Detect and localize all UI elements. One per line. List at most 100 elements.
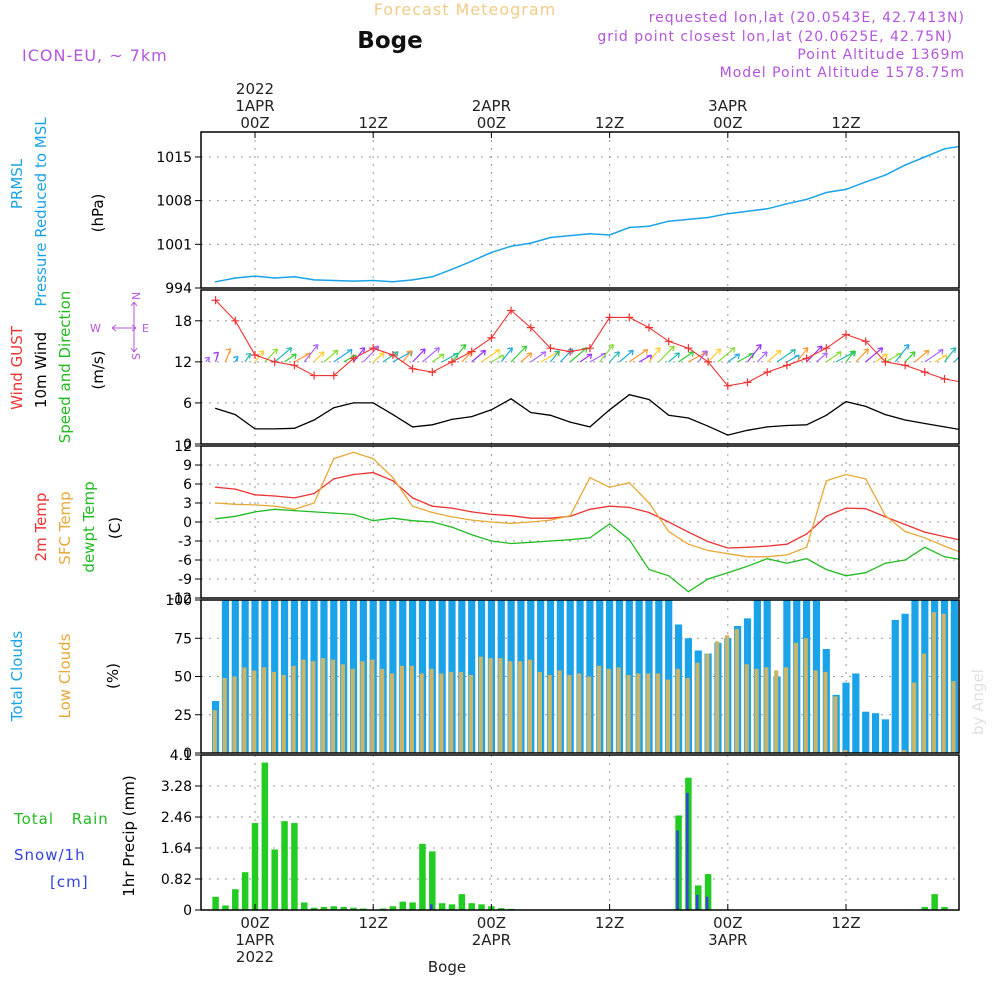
- wind-arrow: [284, 353, 297, 363]
- temp-line: [215, 451, 959, 558]
- wind-arrow: [944, 347, 957, 363]
- temp-point: [746, 565, 749, 568]
- temp-line: [215, 508, 959, 593]
- precip-bar: [429, 851, 436, 910]
- wind-arrow: [451, 344, 467, 363]
- wind-gust-marker: [822, 344, 831, 353]
- wind-arrow-head: [628, 349, 634, 356]
- wind-arrow-head: [359, 347, 366, 353]
- wind-arrow-head: [213, 351, 219, 358]
- precip-bar: [350, 907, 357, 910]
- wind-arrow: [766, 349, 782, 363]
- wind-gust-marker: [329, 371, 338, 380]
- compass-north: N: [130, 292, 143, 300]
- clouds-bar: [961, 673, 965, 753]
- wind-arrow: [776, 348, 796, 363]
- precip-ytick-label: 2.46: [161, 810, 192, 826]
- clouds-bar: [468, 674, 473, 753]
- wind-gust-marker: [467, 347, 476, 356]
- wind-ytick-label: 12: [174, 355, 192, 371]
- temp-point: [786, 554, 788, 556]
- wind-label: Speed and Direction: [56, 291, 74, 444]
- wind-arrow: [500, 347, 513, 363]
- wind-gust-marker: [861, 337, 870, 346]
- clouds-bar: [537, 671, 542, 753]
- point-altitude: Point Altitude 1369m: [797, 47, 965, 63]
- wind-arrow: [303, 344, 319, 363]
- precip-bar: [695, 894, 699, 910]
- temperature-ytick-label: -6: [178, 553, 192, 569]
- temperature-ytick-label: 6: [183, 477, 192, 493]
- temp-point: [964, 540, 965, 541]
- wind-gust-marker: [684, 344, 693, 353]
- clouds-bar: [862, 711, 870, 753]
- wind-arrow-head: [434, 347, 440, 353]
- pressure-point: [628, 226, 631, 229]
- wind-speed-point: [668, 414, 670, 416]
- pressure-point: [943, 148, 946, 150]
- wind-label: 10m Wind: [32, 332, 50, 408]
- temp-point: [766, 556, 768, 558]
- temp-point: [313, 492, 315, 495]
- pressure-point: [608, 234, 611, 236]
- precip-bar: [330, 906, 338, 910]
- clouds-bar: [301, 659, 306, 753]
- clouds-bar: [665, 600, 673, 753]
- clouds-bar: [498, 658, 503, 753]
- wind-arrow: [323, 349, 339, 363]
- wind-arrow: [441, 352, 459, 363]
- wind-arrow: [382, 351, 399, 363]
- temp-point: [687, 531, 690, 533]
- wind-gust-marker: [507, 306, 516, 315]
- temp-point: [510, 522, 512, 524]
- precip-bar: [399, 901, 406, 910]
- clouds-bar: [754, 668, 759, 753]
- wind-speed-point: [412, 426, 414, 428]
- temp-point: [431, 521, 433, 523]
- clouds-bar: [724, 635, 730, 753]
- temp-point: [411, 505, 414, 507]
- temp-point: [451, 526, 453, 528]
- wind-speed-point: [648, 398, 650, 401]
- temperature-label: dewpt Temp: [80, 481, 98, 572]
- compass-ns-arrow: [130, 301, 138, 353]
- wind-arrow: [756, 351, 768, 363]
- wind-arrow-head: [586, 353, 593, 360]
- temp-point: [589, 476, 591, 479]
- wind-ytick-label: 18: [174, 314, 192, 330]
- precip-label: Total Rain: [13, 810, 109, 828]
- pressure-point: [924, 156, 926, 158]
- temperature-label: SFC Temp: [56, 491, 74, 564]
- temp-point: [530, 517, 532, 519]
- temp-point: [372, 471, 374, 474]
- bottom-time-label: 00Z: [713, 914, 742, 932]
- wind-label: Wind GUST: [8, 325, 26, 410]
- temp-point: [471, 519, 473, 521]
- temp-point: [668, 530, 670, 533]
- clouds-frame: [200, 599, 960, 754]
- wind-arrow: [894, 344, 910, 363]
- clouds-bar: [508, 661, 513, 753]
- clouds-bar: [881, 719, 889, 753]
- wind-arrow-head: [225, 348, 232, 354]
- wind-speed-point: [372, 402, 374, 404]
- clouds-bar: [370, 659, 375, 753]
- wind-ytick-label: 6: [183, 396, 192, 412]
- temp-point: [707, 540, 709, 543]
- precip-bar: [705, 896, 709, 910]
- wind-arrow: [569, 347, 588, 363]
- wind-arrow-head: [460, 344, 467, 350]
- wind-arrow-head: [332, 349, 339, 356]
- temp-point: [490, 521, 493, 523]
- clouds-bar: [891, 619, 899, 753]
- temp-point: [530, 541, 532, 543]
- watermark: by Angel: [969, 669, 987, 735]
- wind-gust-marker: [211, 296, 220, 305]
- wind-arrow-head: [674, 352, 680, 358]
- wind-gust-marker: [802, 354, 811, 363]
- pressure-point: [352, 280, 355, 282]
- temp-point: [805, 546, 808, 549]
- temperature-label: (C): [106, 517, 124, 539]
- wind-arrow: [491, 354, 504, 363]
- product-title: Forecast Meteogram: [374, 0, 556, 19]
